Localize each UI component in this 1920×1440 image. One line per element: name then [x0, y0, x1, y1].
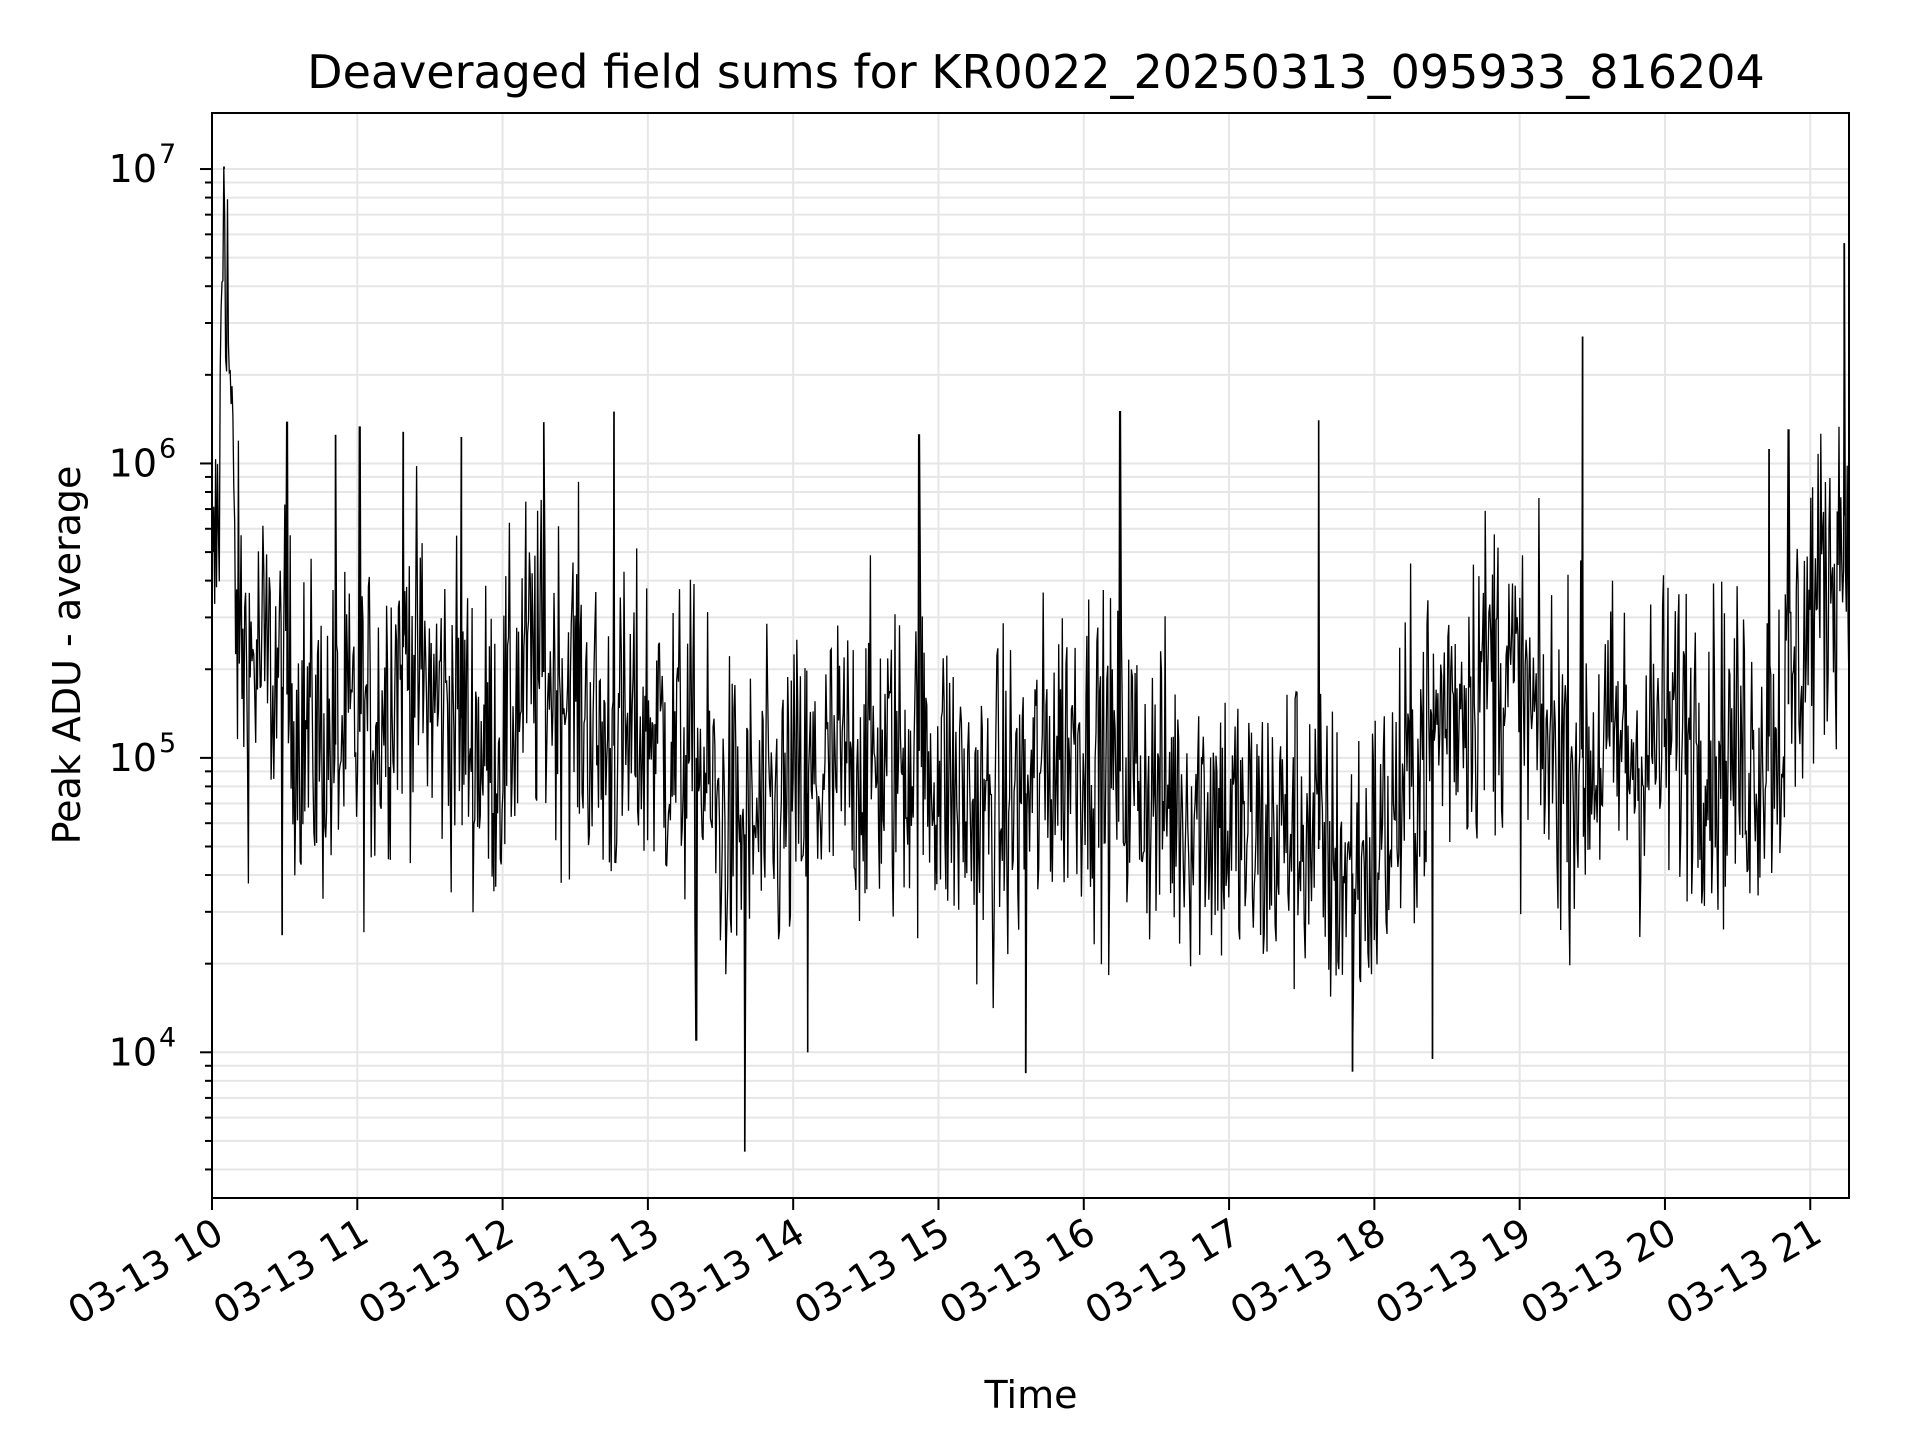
- x-tick-label: 03-13 10: [61, 1210, 231, 1334]
- x-tick-label: 03-13 15: [787, 1210, 957, 1334]
- y-tick-label: 10: [109, 441, 157, 485]
- x-tick-label: 03-13 17: [1078, 1210, 1248, 1334]
- data-line: [212, 166, 1849, 1152]
- x-tick-label: 03-13 18: [1223, 1210, 1393, 1334]
- y-tick-exponent: 7: [159, 139, 176, 170]
- y-tick-exponent: 4: [159, 1022, 176, 1053]
- y-tick-label: 10: [109, 1030, 157, 1074]
- y-tick-label: 10: [109, 147, 157, 191]
- x-tick-label: 03-13 11: [206, 1210, 376, 1334]
- x-tick-label: 03-13 19: [1368, 1210, 1538, 1334]
- x-tick-label: 03-13 16: [932, 1210, 1102, 1334]
- x-tick-label: 03-13 14: [642, 1210, 812, 1334]
- x-axis-label: Time: [984, 1373, 1078, 1417]
- x-tick-label: 03-13 12: [351, 1210, 521, 1334]
- y-tick-exponent: 6: [159, 433, 176, 464]
- x-tick-label: 03-13 21: [1659, 1210, 1829, 1334]
- y-tick-exponent: 5: [159, 728, 176, 759]
- y-tick-label: 10: [109, 736, 157, 780]
- plot-frame: [211, 112, 1850, 1199]
- x-tick-label: 03-13 20: [1513, 1210, 1683, 1334]
- chart-title: Deaveraged field sums for KR0022_2025031…: [307, 45, 1765, 99]
- x-tick-label: 03-13 13: [496, 1210, 666, 1334]
- y-axis-label: Peak ADU - average: [45, 466, 89, 845]
- plot-area: [212, 166, 1849, 1152]
